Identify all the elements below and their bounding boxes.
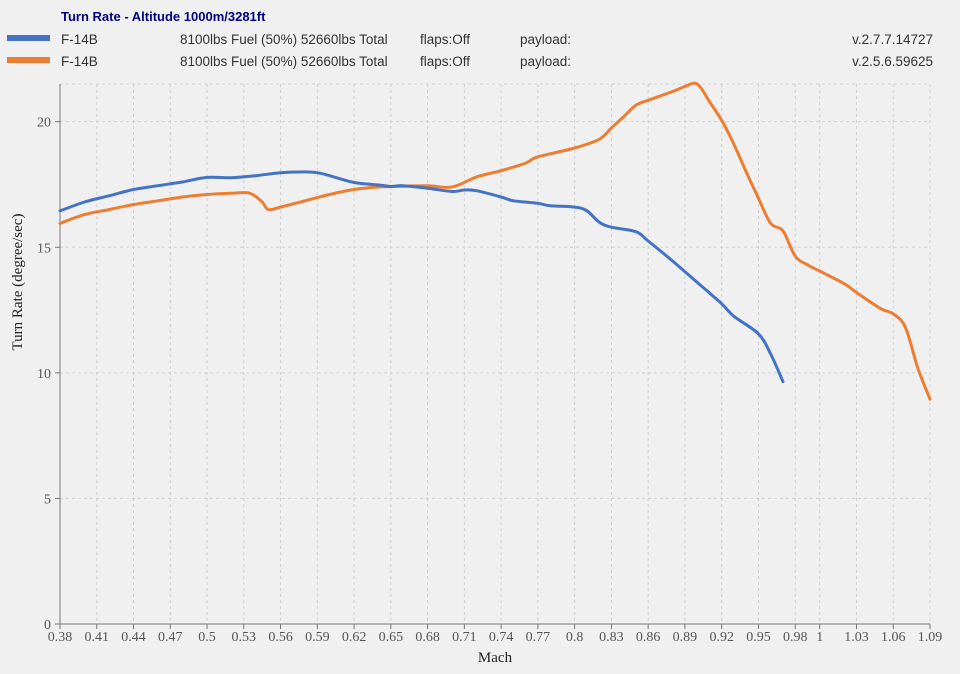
- y-tick-label: 0: [44, 618, 51, 633]
- legend-version-2: v.2.5.6.59625: [852, 54, 933, 69]
- x-tick-label: 0.98: [783, 630, 808, 645]
- legend-fuel-2: 8100lbs Fuel (50%) 52660lbs Total: [180, 54, 388, 69]
- legend: F-14B 8100lbs Fuel (50%) 52660lbs Total …: [7, 32, 933, 69]
- x-tick-label: 0.53: [232, 630, 257, 645]
- legend-entry-2[interactable]: F-14B 8100lbs Fuel (50%) 52660lbs Total …: [7, 54, 933, 69]
- x-tick-label: 0.8: [566, 630, 584, 645]
- x-tick-label: 0.92: [709, 630, 734, 645]
- y-axis-label: Turn Rate (degree/sec): [10, 214, 26, 351]
- x-tick-label: 0.71: [452, 630, 477, 645]
- x-tick-label: 0.47: [158, 630, 183, 645]
- legend-payload-1: payload:: [520, 32, 571, 47]
- x-tick-label: 0.77: [526, 630, 551, 645]
- x-tick-label: 1.06: [881, 630, 906, 645]
- legend-version-1: v.2.7.7.14727: [852, 32, 933, 47]
- legend-entry-1[interactable]: F-14B 8100lbs Fuel (50%) 52660lbs Total …: [7, 32, 933, 47]
- legend-swatch-2: [7, 57, 50, 63]
- axes: [59, 84, 930, 625]
- series-line-2: [58, 81, 932, 401]
- grid-lines: [60, 83, 931, 624]
- x-tick-label: 0.56: [268, 630, 293, 645]
- x-tick-label: 0.38: [48, 630, 73, 645]
- x-tick-label: 0.68: [415, 630, 440, 645]
- x-tick-label: 1.09: [918, 630, 943, 645]
- legend-payload-2: payload:: [520, 54, 571, 69]
- chart-title: Turn Rate - Altitude 1000m/3281ft: [61, 9, 266, 24]
- x-tick-label: 1.03: [844, 630, 869, 645]
- y-axis-ticks: 0 5 10 15 20: [37, 116, 60, 633]
- x-tick-label: 0.41: [85, 630, 110, 645]
- x-tick-label: 0.83: [599, 630, 624, 645]
- legend-fuel-1: 8100lbs Fuel (50%) 52660lbs Total: [180, 32, 388, 47]
- x-tick-label: 0.62: [342, 630, 367, 645]
- y-tick-label: 15: [37, 241, 51, 256]
- legend-aircraft-2: F-14B: [61, 54, 98, 69]
- x-axis-ticks: 0.38 0.41 0.44 0.47 0.5 0.53 0.56 0.59 0.62 0.65 0…: [48, 624, 943, 645]
- x-tick-label: 0.74: [489, 630, 514, 645]
- x-tick-label: 0.44: [121, 630, 146, 645]
- x-tick-label: 0.89: [673, 630, 698, 645]
- series-lines: [58, 81, 932, 401]
- y-tick-label: 10: [37, 367, 51, 382]
- x-axis-label: Mach: [478, 650, 513, 666]
- series-line-1: [58, 170, 785, 384]
- legend-aircraft-1: F-14B: [61, 32, 98, 47]
- legend-flaps-1: flaps:Off: [420, 32, 470, 47]
- x-tick-label: 0.86: [636, 630, 661, 645]
- legend-swatch-1: [7, 35, 50, 41]
- y-tick-label: 5: [44, 492, 51, 507]
- x-tick-label: 0.65: [379, 630, 404, 645]
- y-tick-label: 20: [37, 116, 51, 131]
- x-tick-label: 0.5: [198, 630, 216, 645]
- x-tick-label: 1: [816, 630, 823, 645]
- x-tick-label: 0.95: [746, 630, 771, 645]
- x-tick-label: 0.59: [305, 630, 330, 645]
- legend-flaps-2: flaps:Off: [420, 54, 470, 69]
